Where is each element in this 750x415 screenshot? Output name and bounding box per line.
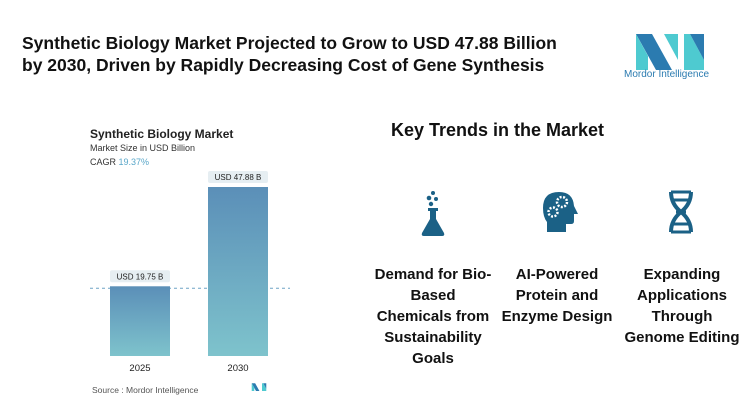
trend-ai-protein-design: AI-Powered Protein and Enzyme Design xyxy=(501,266,613,325)
trend-bio-based-chemicals: Demand for Bio-Based Chemicals from Sust… xyxy=(374,266,492,367)
trend-genome-editing: Expanding Applications Through Genome Ed… xyxy=(624,266,740,346)
bar-chart: USD 19.75 B 2025 USD 47.88 B 2030 xyxy=(90,171,290,374)
data-label-box-2030 xyxy=(208,171,268,183)
cagr-label: CAGR xyxy=(90,157,117,167)
page-title: Synthetic Biology Market Projected to Gr… xyxy=(22,33,557,75)
flask-icon xyxy=(421,191,445,236)
dna-icon xyxy=(669,190,693,234)
mordor-logo xyxy=(636,34,704,70)
data-label-box-2025 xyxy=(110,270,170,283)
logo-text: Mordor Intelligence xyxy=(624,69,710,80)
key-trends-heading: Key Trends in the Market xyxy=(390,120,605,140)
x-tick-2025: 2025 xyxy=(129,363,150,374)
x-tick-2030: 2030 xyxy=(227,363,248,374)
source: Source : Mordor Intelligence xyxy=(92,385,199,395)
mordor-logo-small xyxy=(251,383,267,391)
bar-2030 xyxy=(208,187,268,356)
data-label-2025: USD 19.75 B xyxy=(117,272,164,281)
chart-subtitle: Market Size in USD Billion xyxy=(90,143,196,153)
cagr-value: 19.37% xyxy=(118,157,150,167)
bar-2025 xyxy=(110,286,170,356)
data-label-2030: USD 47.88 B xyxy=(215,173,262,182)
cagr: CAGR 19.37% xyxy=(90,157,149,167)
head-gears-icon xyxy=(543,192,578,232)
chart-title: Synthetic Biology Market xyxy=(90,127,234,141)
